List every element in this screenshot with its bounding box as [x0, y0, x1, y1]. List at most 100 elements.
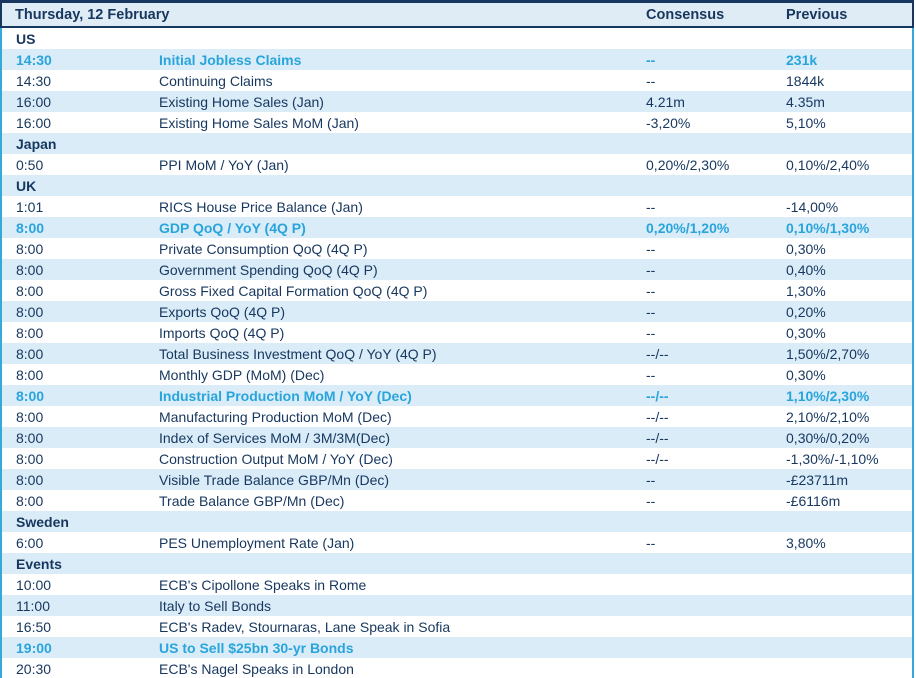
consensus-cell: [633, 595, 774, 616]
section-row-sweden: Sweden: [1, 511, 914, 532]
event-row: 19:00 US to Sell $25bn 30-yr Bonds: [1, 637, 914, 658]
event-cell: Total Business Investment QoQ / YoY (4Q …: [146, 343, 634, 364]
time-cell: 11:00: [1, 595, 146, 616]
previous-cell: [773, 595, 914, 616]
event-row: 6:00 PES Unemployment Rate (Jan) -- 3,80%: [1, 532, 913, 553]
previous-cell: 0,30%: [786, 324, 826, 341]
consensus-cell: [633, 616, 773, 637]
time-cell: 8:00: [1, 427, 146, 448]
consensus-cell: --: [646, 492, 656, 509]
time-cell: 8:00: [16, 324, 44, 341]
event-cell: ECB's Cipollone Speaks in Rome: [159, 576, 367, 593]
time-cell: 14:30: [16, 72, 52, 89]
previous-cell: 2,10%/2,10%: [786, 408, 870, 425]
consensus-cell: --: [633, 259, 774, 280]
event-cell: Visible Trade Balance GBP/Mn (Dec): [146, 469, 634, 490]
previous-cell: 0,20%: [773, 301, 914, 322]
section-row-uk: UK: [1, 175, 914, 196]
event-row: 8:00 Total Business Investment QoQ / YoY …: [1, 343, 914, 364]
section-row-japan: Japan: [1, 133, 914, 154]
event-row: 20:30 ECB's Nagel Speaks in London: [1, 658, 913, 678]
previous-cell: -1,30%/-1,10%: [786, 450, 879, 467]
time-cell: 8:00: [1, 301, 146, 322]
consensus-cell: -3,20%: [646, 114, 691, 131]
event-cell: ECB's Radev, Stournaras, Lane Speak in S…: [159, 618, 451, 635]
event-cell: RICS House Price Balance (Jan): [159, 198, 363, 215]
event-row: 16:50 ECB's Radev, Stournaras, Lane Speak…: [1, 616, 913, 637]
time-cell: 16:50: [16, 618, 52, 635]
time-cell: 14:30: [1, 49, 146, 70]
time-cell: 8:00: [16, 282, 44, 299]
time-cell: 8:00: [1, 259, 146, 280]
previous-cell: 3,80%: [786, 534, 826, 551]
time-cell: 8:00: [16, 450, 44, 467]
event-row: 16:00 Existing Home Sales (Jan) 4.21m 4.35m: [1, 91, 914, 112]
time-cell: 0:50: [16, 156, 44, 173]
event-row: 1:01 RICS House Price Balance (Jan) -- -14,…: [1, 196, 913, 217]
consensus-cell: --: [646, 198, 656, 215]
consensus-cell: --: [646, 324, 656, 341]
previous-cell: 5,10%: [786, 114, 826, 131]
consensus-cell: --: [646, 534, 656, 551]
previous-cell: 0,40%: [773, 259, 914, 280]
section-label: UK: [1, 175, 914, 196]
event-cell: Construction Output MoM / YoY (Dec): [159, 450, 393, 467]
previous-cell: [773, 616, 913, 637]
time-cell: 8:00: [16, 408, 44, 425]
event-row: 8:00 Trade Balance GBP/Mn (Dec) -- -£6116m: [1, 490, 913, 511]
event-row: 8:00 Manufacturing Production MoM (Dec) --…: [1, 406, 913, 427]
column-header-consensus: Consensus: [633, 0, 774, 28]
event-cell: PES Unemployment Rate (Jan): [159, 534, 355, 551]
section-row-events: Events: [1, 553, 914, 574]
event-row: 8:00 Imports QoQ (4Q P) -- 0,30%: [1, 322, 913, 343]
consensus-cell: 0,20%/1,20%: [633, 217, 774, 238]
time-cell: 16:00: [1, 91, 146, 112]
previous-cell: 231k: [773, 49, 914, 70]
section-label: US: [16, 30, 36, 47]
time-cell: 8:00: [1, 343, 146, 364]
consensus-cell: --: [646, 366, 656, 383]
column-header-previous: Previous: [773, 0, 915, 28]
event-row: 11:00 Italy to Sell Bonds: [1, 595, 914, 616]
event-row: 8:00 Exports QoQ (4Q P) -- 0,20%: [1, 301, 914, 322]
time-cell: 10:00: [16, 576, 52, 593]
event-cell: Imports QoQ (4Q P): [159, 324, 285, 341]
consensus-cell: --: [633, 49, 774, 70]
event-cell: Existing Home Sales MoM (Jan): [159, 114, 359, 131]
previous-cell: [773, 574, 913, 595]
time-cell: 8:00: [16, 366, 44, 383]
event-row: 14:30 Continuing Claims -- 1844k: [1, 70, 913, 91]
consensus-cell: --/--: [646, 450, 669, 467]
event-cell: Manufacturing Production MoM (Dec): [159, 408, 392, 425]
section-label: Japan: [1, 133, 914, 154]
consensus-cell: [633, 637, 774, 658]
event-cell: Existing Home Sales (Jan): [146, 91, 634, 112]
event-cell: Exports QoQ (4Q P): [146, 301, 634, 322]
event-cell: US to Sell $25bn 30-yr Bonds: [146, 637, 634, 658]
event-cell: Monthly GDP (MoM) (Dec): [159, 366, 325, 383]
previous-cell: 0,30%: [786, 240, 826, 257]
event-row: 8:00 Index of Services MoM / 3M/3M(Dec) --…: [1, 427, 914, 448]
event-cell: Private Consumption QoQ (4Q P): [159, 240, 368, 257]
consensus-cell: --: [633, 469, 774, 490]
table-title-date: Thursday, 12 February: [0, 0, 634, 28]
table-header-row: Thursday, 12 February Consensus Previous: [0, 0, 915, 28]
event-row: 10:00 ECB's Cipollone Speaks in Rome: [1, 574, 913, 595]
time-cell: 8:00: [1, 385, 146, 406]
time-cell: 8:00: [16, 492, 44, 509]
consensus-cell: --/--: [633, 427, 774, 448]
consensus-cell: 0,20%/2,30%: [646, 156, 730, 173]
event-cell: Gross Fixed Capital Formation QoQ (4Q P): [159, 282, 428, 299]
event-row: 8:00 Government Spending QoQ (4Q P) -- 0,40…: [1, 259, 914, 280]
time-cell: 8:00: [16, 240, 44, 257]
time-cell: 8:00: [1, 217, 146, 238]
previous-cell: [773, 637, 914, 658]
consensus-cell: --/--: [646, 408, 669, 425]
time-cell: 19:00: [1, 637, 146, 658]
event-row: 8:00 Private Consumption QoQ (4Q P) -- 0,30…: [1, 238, 913, 259]
event-row: 0:50 PPI MoM / YoY (Jan) 0,20%/2,30% 0,10%/…: [1, 154, 913, 175]
calendar-body: US 14:30 Initial Jobless Claims -- 231k 14:30…: [1, 27, 914, 678]
event-cell: Industrial Production MoM / YoY (Dec): [146, 385, 634, 406]
consensus-cell: [633, 574, 773, 595]
